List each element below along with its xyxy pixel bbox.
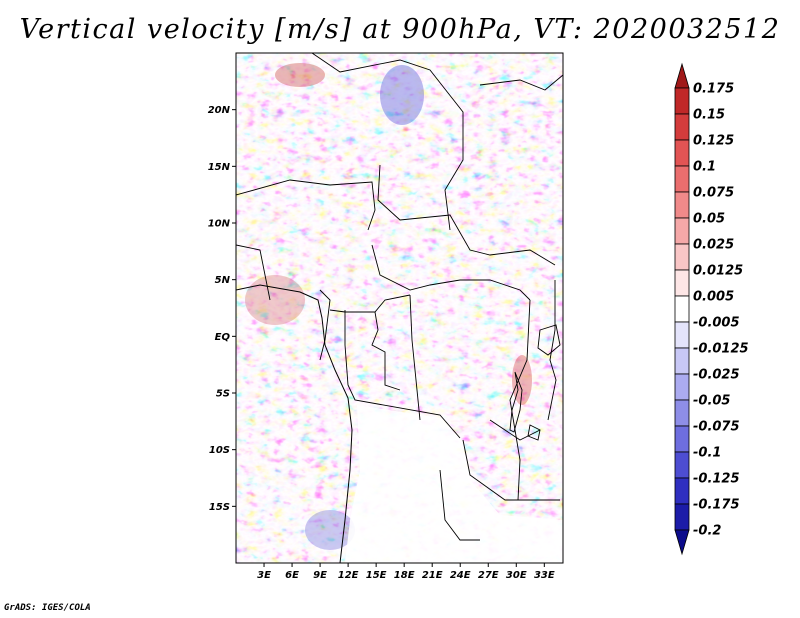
x-tick-label: 21E	[422, 570, 443, 581]
colorbar-segment	[674, 87, 690, 115]
x-tick-label: 30E	[506, 570, 527, 581]
colorbar-label: -0.175	[693, 498, 740, 513]
x-tick-label: 6E	[285, 570, 299, 581]
colorbar-segment	[674, 373, 690, 401]
colorbar-segment	[674, 451, 690, 479]
colorbar-label: 0.175	[693, 82, 734, 97]
colorbar-segment	[674, 321, 690, 349]
colorbar-segment	[674, 399, 690, 427]
colorbar-label: -0.005	[693, 316, 740, 331]
y-tick-label: 15N	[208, 162, 231, 173]
x-tick-label: 24E	[450, 570, 471, 581]
y-tick-label: 5S	[216, 389, 230, 400]
colorbar-label: -0.0125	[693, 342, 749, 357]
y-tick-label: 10S	[209, 445, 230, 456]
plot-frame	[235, 52, 564, 564]
colorbar-segment	[674, 243, 690, 271]
x-tick-label: 12E	[338, 570, 359, 581]
colorbar-label: -0.125	[693, 472, 740, 487]
colorbar-label: 0.0125	[693, 264, 743, 279]
y-tick-label: 10N	[208, 219, 231, 230]
y-axis: 20N 15N 10N 5N EQ 5S 10S 15S	[208, 105, 236, 513]
colorbar-label: 0.1	[693, 160, 716, 175]
colorbar-label: 0.15	[693, 108, 725, 123]
colorbar-label: 0.05	[693, 212, 725, 227]
x-axis: 3E 6E 9E 12E 15E 18E 21E 24E 27E 30E 33E	[257, 563, 555, 581]
colorbar-label: -0.075	[693, 420, 740, 435]
x-tick-label: 27E	[478, 570, 499, 581]
velocity-field	[236, 53, 563, 563]
colorbar-segment	[674, 503, 690, 531]
colorbar-top-extension	[674, 62, 690, 89]
x-tick-label: 18E	[394, 570, 415, 581]
y-tick-label: 20N	[208, 105, 231, 116]
colorbar-label: -0.025	[693, 368, 740, 383]
colorbar-label: -0.2	[693, 524, 721, 539]
footer-credit: GrADS: IGES/COLA	[4, 603, 91, 613]
y-tick-label: 5N	[215, 275, 231, 286]
colorbar-segment	[674, 165, 690, 193]
chart-title: Vertical velocity [m/s] at 900hPa, VT: 2…	[19, 14, 781, 45]
colorbar-label: -0.1	[693, 446, 721, 461]
colorbar: 0.175 0.15 0.125 0.1 0.075 0.05 0.025 0.0125 0.0…	[674, 62, 749, 556]
x-tick-label: 3E	[257, 570, 271, 581]
x-tick-label: 15E	[366, 570, 387, 581]
y-tick-label: EQ	[215, 332, 231, 343]
colorbar-segment	[674, 139, 690, 167]
colorbar-segment	[674, 425, 690, 453]
colorbar-segment	[674, 295, 690, 323]
colorbar-label: 0.075	[693, 186, 734, 201]
colorbar-label: -0.05	[693, 394, 730, 409]
colorbar-segment	[674, 347, 690, 375]
x-tick-label: 33E	[534, 570, 555, 581]
colorbar-bottom-extension	[674, 529, 690, 556]
colorbar-segment	[674, 269, 690, 297]
colorbar-label: 0.025	[693, 238, 734, 253]
x-tick-label: 9E	[313, 570, 327, 581]
colorbar-segment	[674, 217, 690, 245]
colorbar-label: 0.125	[693, 134, 734, 149]
y-tick-label: 15S	[209, 502, 230, 513]
colorbar-label: 0.005	[693, 290, 734, 305]
colorbar-segment	[674, 113, 690, 141]
colorbar-segment	[674, 477, 690, 505]
colorbar-segment	[674, 191, 690, 219]
